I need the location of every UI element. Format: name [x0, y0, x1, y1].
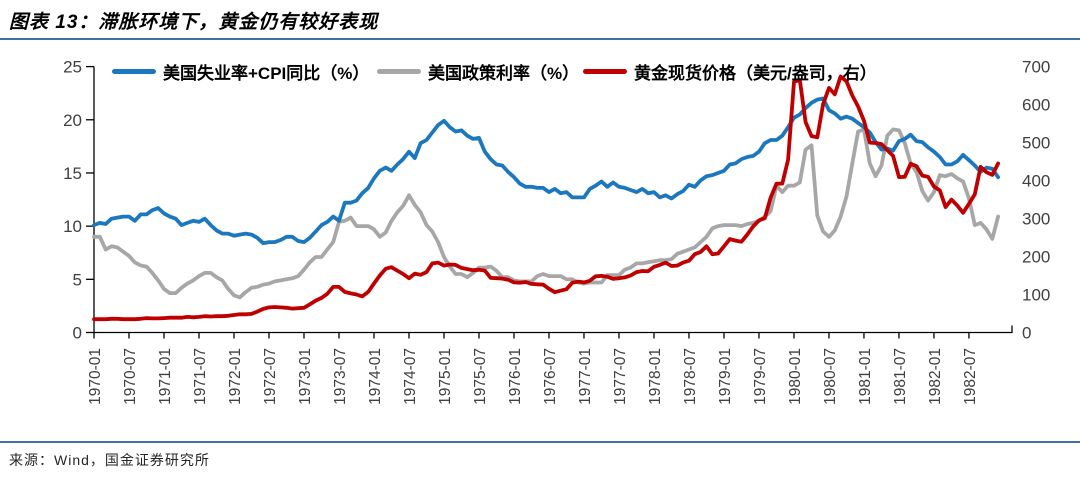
x-axis-tick-label: 1982-01 — [927, 348, 944, 405]
red-line-swatch-icon — [583, 68, 627, 74]
x-axis-tick-label: 1980-07 — [822, 348, 839, 405]
x-axis-tick-label: 1979-01 — [717, 348, 734, 405]
right-axis-tick-label: 400 — [1022, 172, 1050, 191]
x-axis-tick-label: 1980-01 — [787, 348, 804, 405]
left-axis-tick-label: 10 — [63, 217, 82, 236]
x-axis-tick-label: 1979-07 — [752, 348, 769, 405]
x-axis-tick-label: 1976-01 — [507, 348, 524, 405]
left-axis-tick-label: 5 — [73, 270, 82, 289]
x-axis-tick-label: 1981-07 — [892, 348, 909, 405]
x-axis-tick-label: 1972-01 — [227, 348, 244, 405]
x-axis-tick-label: 1971-07 — [192, 348, 209, 405]
x-axis-tick-label: 1974-07 — [402, 348, 419, 405]
x-axis-tick-label: 1971-01 — [157, 348, 174, 405]
x-axis-tick-label: 1981-01 — [857, 348, 874, 405]
x-axis-tick-label: 1977-07 — [612, 348, 629, 405]
x-axis-tick-label: 1972-07 — [262, 348, 279, 405]
x-axis-tick-label: 1973-07 — [332, 348, 349, 405]
legend-label-policy-rate: 美国政策利率（%） — [428, 63, 580, 83]
right-axis-tick-label: 300 — [1022, 210, 1050, 229]
axis-frame — [93, 66, 1013, 334]
right-axis-tick-label: 200 — [1022, 248, 1050, 267]
right-axis-tick-label: 700 — [1022, 58, 1050, 77]
x-axis-tick-label: 1970-01 — [87, 348, 104, 405]
left-axis-tick-label: 0 — [73, 324, 82, 343]
footer-rule — [0, 441, 1080, 443]
x-axis-tick-label: 1976-07 — [542, 348, 559, 405]
title-underline-rule — [0, 38, 1080, 40]
series-line-2 — [92, 74, 1000, 322]
legend-item-misery-index: 美国失业率+CPI同比（%） — [112, 62, 369, 83]
x-axis-tick-label: 1973-01 — [297, 348, 314, 405]
legend-item-policy-rate: 美国政策利率（%） — [377, 62, 579, 83]
right-axis-tick-label: 0 — [1022, 324, 1031, 343]
right-axis-tick-label: 100 — [1022, 286, 1050, 305]
x-axis-tick-label: 1982-07 — [962, 348, 979, 405]
right-axis-tick-label: 500 — [1022, 134, 1050, 153]
legend-label-misery-index: 美国失业率+CPI同比（%） — [163, 63, 370, 83]
left-axis-tick-label: 20 — [63, 111, 82, 130]
left-axis-tick-label: 25 — [63, 58, 82, 77]
x-axis-tick-label: 1978-07 — [682, 348, 699, 405]
x-axis-tick-label: 1975-01 — [437, 348, 454, 405]
legend-item-gold-price: 黄金现货价格（美元/盎司，右） — [583, 62, 877, 83]
source-note: 来源：Wind，国金证券研究所 — [9, 452, 210, 468]
right-axis-tick-label: 600 — [1022, 96, 1050, 115]
series-line-0 — [92, 96, 1000, 246]
x-axis-tick-label: 1974-01 — [367, 348, 384, 405]
x-axis-tick-label: 1975-07 — [472, 348, 489, 405]
chart-title: 图表 13：滞胀环境下，黄金仍有较好表现 — [9, 12, 379, 33]
left-axis-tick-label: 15 — [63, 164, 82, 183]
series-line-1 — [92, 127, 1000, 300]
x-axis-tick-label: 1978-01 — [647, 348, 664, 405]
x-axis-tick-label: 1977-01 — [577, 348, 594, 405]
gray-line-swatch-icon — [377, 68, 421, 74]
x-axis-tick-label: 1970-07 — [122, 348, 139, 405]
legend-label-gold-price: 黄金现货价格（美元/盎司，右） — [634, 63, 877, 83]
blue-line-swatch-icon — [112, 68, 156, 74]
